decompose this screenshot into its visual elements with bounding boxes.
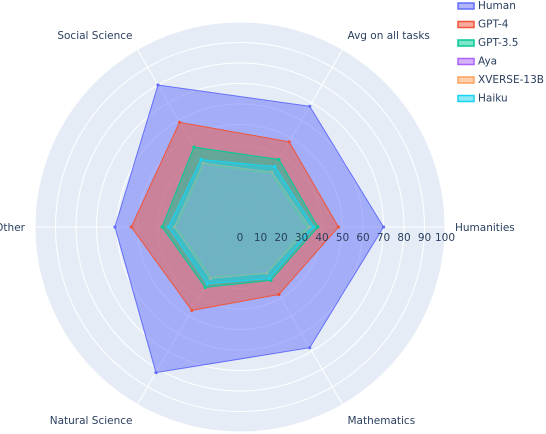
radial-tick-label: 90 (418, 232, 431, 244)
legend-item-aya[interactable]: Aya (457, 56, 497, 68)
radial-ticks: 0 10 20 30 40 50 60 70 80 90 100 (237, 232, 455, 244)
legend-swatch (457, 2, 475, 10)
series-point (312, 225, 316, 229)
series-point (156, 83, 160, 87)
legend-item-gpt-3-5[interactable]: GPT-3.5 (457, 37, 518, 49)
legend-item-human[interactable]: Human (457, 0, 516, 12)
series-point (381, 225, 386, 229)
series-point (205, 282, 209, 286)
series-point (192, 145, 196, 149)
series-point (277, 292, 281, 297)
legend-label: Aya (478, 56, 497, 68)
legend-label: GPT-4 (478, 19, 509, 31)
axis-label-other: Other (0, 222, 26, 234)
series-point (113, 225, 117, 229)
radial-tick-label: 0 (237, 232, 244, 244)
series-layer (113, 83, 386, 375)
radial-tick-label: 30 (295, 232, 308, 244)
series-haiku (166, 157, 316, 286)
legend-label: Haiku (478, 93, 508, 105)
legend-item-gpt-4[interactable]: GPT-4 (457, 19, 509, 31)
legend-label: GPT-3.5 (478, 37, 518, 49)
legend[interactable]: Human GPT-4 GPT-3.5 Aya XVERSE-13B Haiku (457, 0, 544, 105)
radial-tick-label: 60 (356, 232, 369, 244)
radial-tick-label: 50 (336, 232, 349, 244)
series-point (160, 225, 164, 229)
axis-label-mathematics: Mathematics (348, 415, 416, 427)
radial-tick-label: 10 (254, 232, 267, 244)
radial-tick-label: 70 (377, 232, 390, 244)
series-point (154, 371, 158, 375)
axis-label-humanities: Humanities (455, 222, 515, 234)
angular-labels: Humanities Mathematics Natural Science Othe… (0, 30, 515, 427)
axis-label-natural-science: Natural Science (50, 415, 133, 427)
legend-label: XVERSE-13B (478, 74, 544, 86)
radial-tick-label: 20 (274, 232, 287, 244)
radial-tick-label: 80 (397, 232, 410, 244)
legend-swatch (457, 39, 475, 47)
series-point (190, 308, 194, 312)
series-point (308, 104, 312, 108)
axis-label-social-science: Social Science (57, 30, 132, 42)
axis-label-avg-on-all-tasks: Avg on all tasks (348, 30, 430, 42)
series-point (336, 225, 340, 229)
series-point (273, 165, 277, 169)
series-point (268, 276, 272, 281)
legend-item-xverse-13b[interactable]: XVERSE-13B (457, 74, 544, 86)
legend-item-haiku[interactable]: Haiku (457, 93, 508, 105)
series-point (277, 157, 281, 162)
legend-swatch (457, 57, 475, 66)
series-point (166, 225, 170, 229)
legend-swatch (457, 20, 475, 29)
legend-label: Human (478, 0, 516, 12)
series-point (287, 140, 291, 144)
series-point (129, 225, 133, 229)
legend-swatch (457, 94, 475, 103)
radial-tick-label: 40 (315, 232, 328, 244)
series-point (203, 285, 207, 289)
series-point (308, 346, 312, 350)
legend-swatch (457, 76, 475, 84)
series-point (177, 120, 182, 124)
series-point (316, 225, 320, 229)
series-point (199, 157, 203, 162)
radial-tick-label: 100 (435, 232, 455, 244)
